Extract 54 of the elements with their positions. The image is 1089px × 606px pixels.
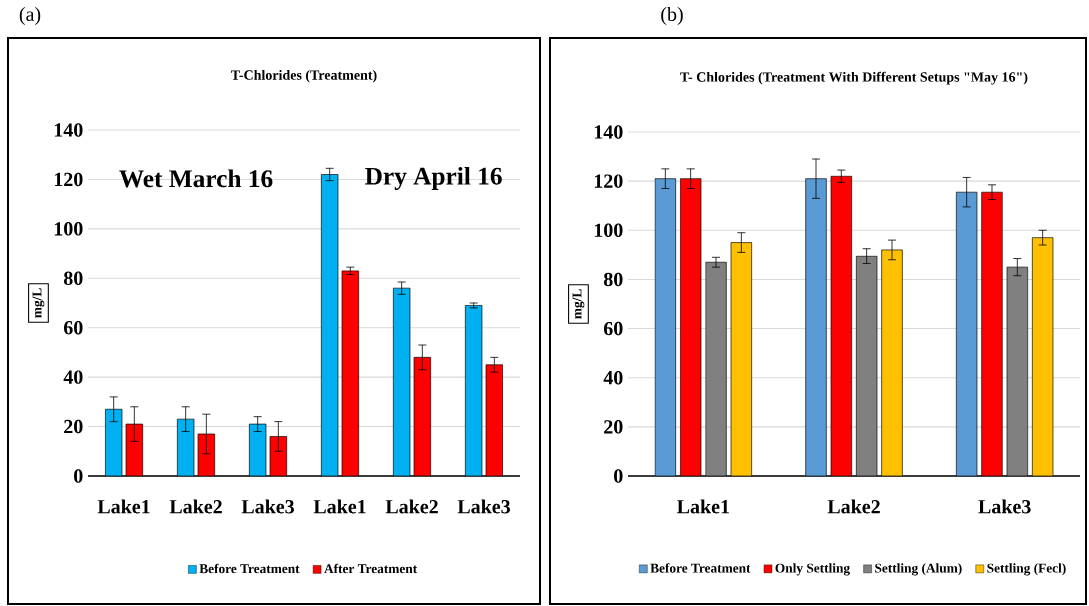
y-tick-label: 120 [594, 174, 623, 188]
x-tick-label: Lake2 [385, 499, 438, 514]
chart-title: T- Chlorides (Treatment With Different Setups "May 16") [680, 71, 1028, 85]
x-tick-label: Lake3 [457, 499, 510, 514]
y-tick-label: 60 [63, 320, 83, 335]
bar [1006, 266, 1029, 476]
x-tick-label: Lake2 [169, 499, 222, 514]
bar [269, 436, 288, 476]
bar [705, 261, 727, 476]
y-tick-label: 120 [54, 172, 83, 187]
legend-label: Settling (Fecl) [987, 563, 1066, 576]
bar [197, 433, 216, 476]
y-tick-label: 140 [54, 123, 83, 137]
y-tick-label: 0 [74, 469, 83, 483]
text: (a) [19, 6, 41, 26]
legend-label: After Treatment [324, 563, 418, 574]
bar [1031, 237, 1054, 476]
y-tick-label: 80 [603, 272, 623, 287]
bar [485, 364, 504, 476]
y-tick-label: 20 [64, 419, 83, 434]
y-tick-label: 40 [63, 370, 83, 384]
bar [730, 242, 753, 476]
y-tick-label: 80 [63, 271, 83, 286]
bar [679, 178, 702, 476]
chart-title: T-Chlorides (Treatment) [231, 69, 377, 83]
y-tick-label: 60 [603, 321, 623, 336]
y-tick-label: 20 [604, 420, 623, 434]
bar [855, 255, 878, 476]
x-tick-label: Lake2 [827, 499, 880, 514]
legend-label: Before Treatment [199, 563, 300, 574]
y-axis-title: mg/L [572, 289, 585, 319]
y-tick-label: 0 [614, 469, 623, 483]
bar [125, 423, 144, 476]
x-tick-label: Lake1 [677, 499, 729, 514]
y-tick-label: 140 [594, 125, 623, 139]
x-tick-label: Lake1 [313, 499, 366, 514]
bar [981, 191, 1003, 476]
legend-label: Settling (Alum) [875, 563, 962, 576]
x-tick-label: Lake3 [978, 499, 1031, 514]
bar [341, 270, 360, 476]
legend-label: Before Treatment [650, 563, 751, 573]
bar [881, 249, 903, 476]
x-tick-label: Lake3 [241, 499, 294, 514]
y-tick-label: 100 [594, 223, 623, 238]
annotation: Wet March 16 [119, 169, 273, 188]
y-tick-label: 40 [603, 370, 623, 385]
bar [830, 175, 853, 476]
annotation: Dry April 16 [365, 166, 502, 190]
bar [413, 357, 432, 476]
legend-label: Only Settling [775, 563, 850, 576]
text: (b) [661, 6, 683, 26]
y-tick-label: 100 [54, 222, 83, 236]
y-axis-title: mg/L [32, 288, 45, 318]
x-tick-label: Lake1 [97, 499, 150, 514]
